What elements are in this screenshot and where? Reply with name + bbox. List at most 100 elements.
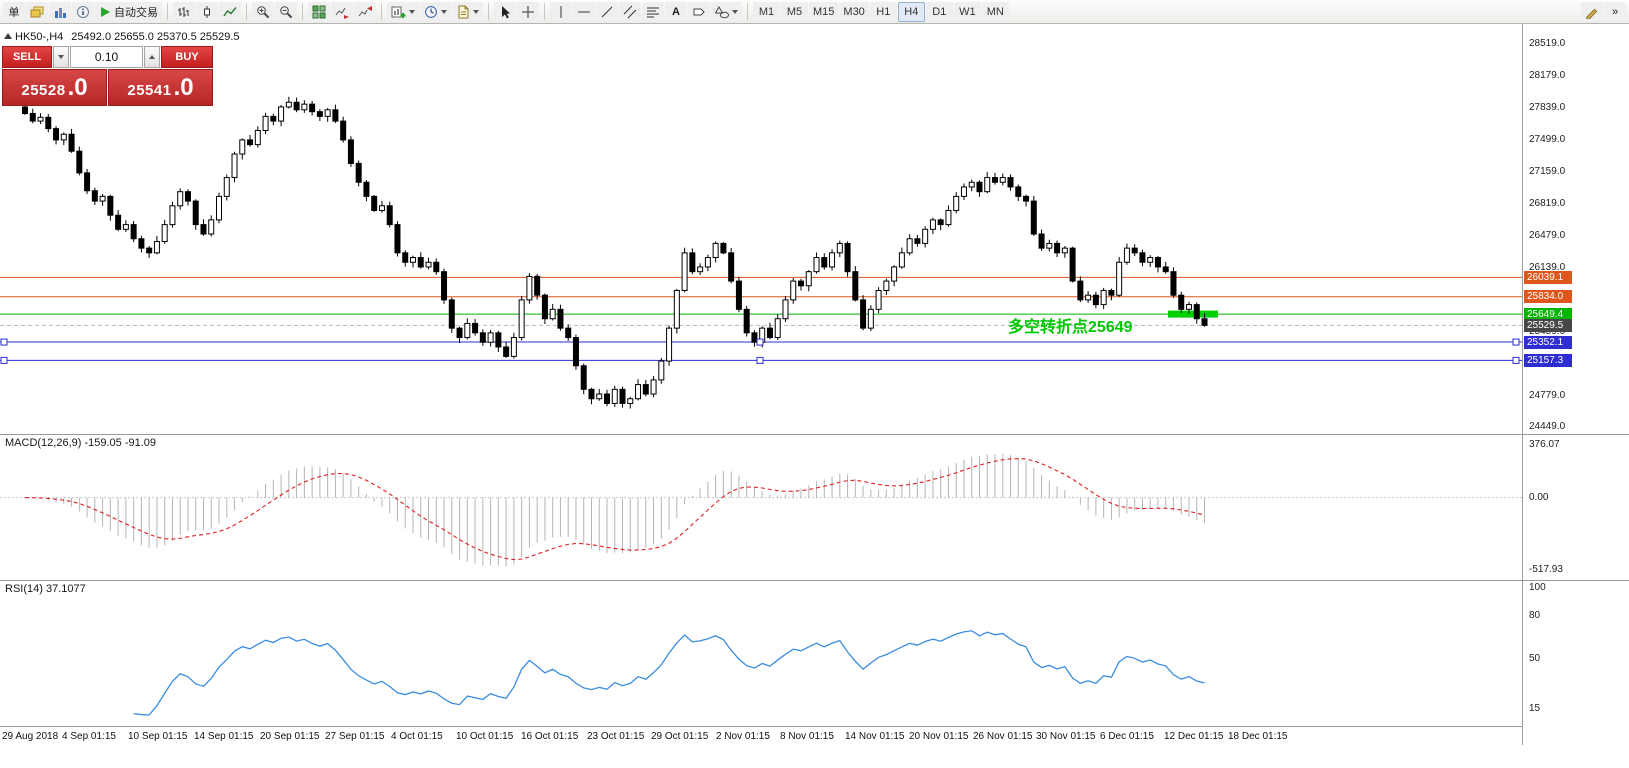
shapes-icon [715,5,729,18]
main-price-chart[interactable]: 多空转折点25649 [0,24,1522,434]
time-tick-label: 6 Dec 01:15 [1100,731,1154,742]
rsi-axis-label: 80 [1529,610,1541,622]
time-tick-label: 20 Sep 01:15 [260,731,320,742]
trendline-tool-button[interactable] [596,1,618,22]
rsi-panel-separator[interactable] [0,580,1629,581]
new-chart-button[interactable] [387,1,419,22]
auto-scroll-button[interactable] [331,1,353,22]
shapes-dropdown-button[interactable] [711,1,742,22]
rsi-axis-label: 50 [1529,653,1541,664]
sell-price-display[interactable]: 25528.0 [2,69,107,106]
periods-button[interactable] [420,1,451,22]
vertical-line-tool-button[interactable] [550,1,572,22]
sell-price-fraction: .0 [67,74,88,101]
time-tick-label: 14 Nov 01:15 [845,731,905,742]
pencil-icon [1586,8,1598,19]
chart-window[interactable]: 多空转折点25649 HK50-,H4 25492.0 25655.0 25370… [0,24,1629,768]
macd-axis-label: 0.00 [1529,491,1549,503]
crosshair-icon [522,5,534,18]
price-level-tag: 25529.5 [1524,318,1572,332]
crosshair-tool-button[interactable] [517,1,539,22]
main-toolbar: 单 自动交易 [0,0,1629,24]
rsi-indicator-label: RSI(14) 37.1077 [5,583,86,595]
toolbar-separator [381,3,382,20]
horizontal-line-tool-button[interactable] [573,1,595,22]
timeframe-mn-button[interactable]: MN [981,1,1009,22]
draw-edit-button[interactable] [1581,1,1603,22]
candlestick-icon [204,5,210,18]
timeframe-h4-button[interactable]: H4 [897,1,925,22]
timeframe-d1-button[interactable]: D1 [925,1,953,22]
chart-shift-button[interactable] [354,1,376,22]
time-tick-label: 26 Nov 01:15 [973,731,1033,742]
price-tick-label: 26479.0 [1529,230,1566,241]
time-tick-label: 30 Nov 01:15 [1036,731,1096,742]
cursor-icon [502,5,510,18]
data-window-button[interactable] [72,1,94,22]
time-tick-label: 18 Dec 01:15 [1228,731,1288,742]
toolbar-separator [302,3,303,20]
timeframe-m30-button[interactable]: M30 [839,1,869,22]
toolbar-separator [544,3,545,20]
timeframe-m1-button[interactable]: M1 [753,1,780,22]
time-tick-label: 8 Nov 01:15 [780,731,834,742]
line-chart-icon [223,6,237,16]
bar-chart-mode-button[interactable] [173,1,195,22]
time-tick-label: 10 Oct 01:15 [456,731,514,742]
sell-button[interactable]: SELL [2,46,52,68]
buy-button[interactable]: BUY [161,46,213,68]
info-icon [77,5,89,18]
buy-price-display[interactable]: 25541.0 [108,69,213,106]
time-tick-label: 27 Sep 01:15 [325,731,385,742]
price-tick-label: 28179.0 [1529,70,1566,81]
time-tick-label: 10 Sep 01:15 [128,731,188,742]
one-click-trade-panel: SELL 0.10 BUY 25528.0 25541.0 [2,46,213,106]
time-tick-label: 12 Dec 01:15 [1164,731,1224,742]
autotrading-button[interactable]: 自动交易 [95,1,162,22]
timeframe-w1-button[interactable]: W1 [953,1,981,22]
channel-tool-button[interactable] [619,1,641,22]
zoom-out-icon [280,5,293,18]
svg-text:多空转折点25649: 多空转折点25649 [1008,317,1133,336]
timeframe-m5-button[interactable]: M5 [781,1,808,22]
templates-button[interactable] [452,1,483,22]
fibonacci-tool-button[interactable] [642,1,664,22]
candle-chart-mode-button[interactable] [196,1,218,22]
macd-panel[interactable] [0,434,1522,580]
zoom-in-icon [257,5,270,18]
one-click-panel-toggle[interactable] [4,33,12,39]
price-axis[interactable]: 28519.0 28179.0 27839.0 27499.0 27159.0 26819… [1523,24,1629,768]
text-tool-button[interactable]: A [665,1,687,22]
clock-icon [425,5,437,18]
volume-input[interactable]: 0.10 [70,46,143,68]
timeframe-m15-button[interactable]: M15 [809,1,839,22]
dropdown-caret-icon [473,9,479,14]
label-tool-button[interactable] [688,1,710,22]
text-tool-label: A [672,5,680,18]
market-watch-button[interactable] [49,1,71,22]
ohlc-bars-icon [178,6,189,17]
zoom-in-button[interactable] [252,1,274,22]
macd-panel-separator[interactable] [0,434,1629,435]
horizontal-line-icon [578,11,590,12]
sell-price-main: 25528 [21,82,66,99]
symbol-period-label: HK50-,H4 [15,31,64,43]
time-tick-label: 20 Nov 01:15 [909,731,969,742]
new-order-button[interactable]: 单 [3,1,25,22]
price-tick-label: 27839.0 [1529,102,1566,113]
chevron-up-icon [149,55,155,59]
layers-icon [30,6,44,17]
toolbar-overflow-button[interactable]: » [1604,1,1626,22]
chart-header: HK50-,H4 25492.0 25655.0 25370.5 25529.5 [15,31,240,43]
volume-dropdown-button[interactable] [53,46,69,68]
tile-windows-button[interactable] [308,1,330,22]
profiles-button[interactable] [26,1,48,22]
line-chart-mode-button[interactable] [219,1,241,22]
price-level-tag: 25649.4 [1524,307,1572,321]
zoom-out-button[interactable] [275,1,297,22]
time-axis[interactable]: 29 Aug 2018 4 Sep 01:15 10 Sep 01:15 14 Sep… [0,726,1522,746]
cursor-tool-button[interactable] [494,1,516,22]
rsi-panel[interactable] [0,580,1522,726]
volume-increase-button[interactable] [144,46,160,68]
timeframe-h1-button[interactable]: H1 [869,1,897,22]
